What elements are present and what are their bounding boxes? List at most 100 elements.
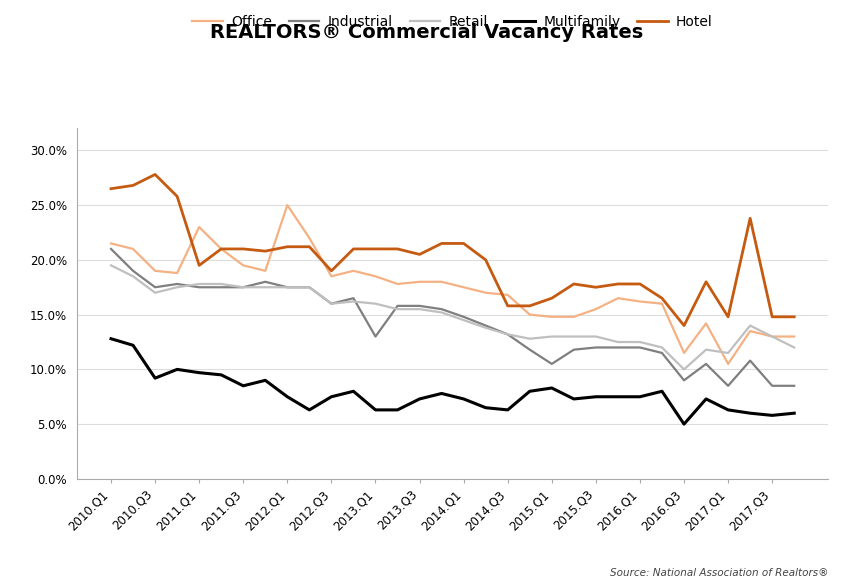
Hotel	[414, 251, 424, 258]
Multifamily	[128, 342, 138, 349]
Multifamily	[634, 393, 644, 400]
Retail	[304, 284, 314, 291]
Multifamily	[150, 375, 160, 382]
Multifamily	[568, 395, 578, 402]
Multifamily	[458, 395, 468, 402]
Industrial	[304, 284, 314, 291]
Industrial	[150, 284, 160, 291]
Retail	[370, 300, 380, 307]
Hotel	[216, 245, 226, 252]
Retail	[216, 280, 226, 287]
Industrial	[326, 300, 336, 307]
Multifamily	[678, 420, 688, 427]
Office	[502, 291, 513, 298]
Hotel	[590, 284, 601, 291]
Line: Multifamily: Multifamily	[111, 339, 793, 424]
Retail	[502, 331, 513, 338]
Retail	[656, 344, 666, 351]
Office	[370, 273, 380, 280]
Industrial	[414, 303, 424, 310]
Industrial	[194, 284, 204, 291]
Retail	[788, 344, 798, 351]
Hotel	[436, 240, 446, 247]
Hotel	[612, 280, 623, 287]
Industrial	[480, 322, 490, 329]
Multifamily	[326, 393, 336, 400]
Retail	[700, 346, 711, 353]
Multifamily	[392, 406, 402, 413]
Office	[414, 279, 424, 286]
Hotel	[348, 245, 358, 252]
Office	[238, 262, 248, 269]
Office	[304, 235, 314, 242]
Hotel	[634, 280, 644, 287]
Industrial	[260, 279, 270, 286]
Office	[348, 267, 358, 274]
Retail	[414, 305, 424, 312]
Industrial	[128, 267, 138, 274]
Industrial	[436, 305, 446, 312]
Retail	[678, 366, 688, 373]
Retail	[150, 289, 160, 296]
Multifamily	[194, 369, 204, 376]
Retail	[458, 317, 468, 324]
Retail	[392, 305, 402, 312]
Multifamily	[656, 388, 666, 395]
Industrial	[370, 333, 380, 340]
Office	[656, 300, 666, 307]
Hotel	[281, 244, 292, 251]
Multifamily	[524, 388, 534, 395]
Hotel	[568, 280, 578, 287]
Multifamily	[216, 371, 226, 378]
Retail	[106, 262, 116, 269]
Multifamily	[502, 406, 513, 413]
Industrial	[634, 344, 644, 351]
Retail	[524, 335, 534, 342]
Multifamily	[788, 410, 798, 417]
Office	[128, 245, 138, 252]
Retail	[171, 284, 182, 291]
Multifamily	[744, 410, 754, 417]
Hotel	[766, 313, 776, 320]
Office	[150, 267, 160, 274]
Hotel	[194, 262, 204, 269]
Multifamily	[590, 393, 601, 400]
Hotel	[150, 171, 160, 178]
Industrial	[678, 377, 688, 384]
Hotel	[326, 267, 336, 274]
Industrial	[216, 284, 226, 291]
Office	[678, 349, 688, 356]
Text: REALTORS® Commercial Vacancy Rates: REALTORS® Commercial Vacancy Rates	[210, 23, 643, 43]
Multifamily	[281, 393, 292, 400]
Retail	[634, 339, 644, 346]
Multifamily	[700, 395, 711, 402]
Hotel	[524, 303, 534, 310]
Retail	[612, 339, 623, 346]
Office	[194, 224, 204, 231]
Hotel	[128, 182, 138, 189]
Industrial	[546, 360, 556, 367]
Retail	[546, 333, 556, 340]
Hotel	[546, 295, 556, 302]
Retail	[194, 280, 204, 287]
Office	[436, 279, 446, 286]
Hotel	[722, 313, 733, 320]
Office	[171, 270, 182, 277]
Multifamily	[722, 406, 733, 413]
Industrial	[392, 303, 402, 310]
Office	[722, 360, 733, 367]
Multifamily	[766, 412, 776, 419]
Line: Industrial: Industrial	[111, 249, 793, 386]
Industrial	[106, 245, 116, 252]
Hotel	[304, 244, 314, 251]
Industrial	[788, 383, 798, 390]
Multifamily	[370, 406, 380, 413]
Office	[260, 267, 270, 274]
Retail	[480, 324, 490, 331]
Multifamily	[414, 395, 424, 402]
Hotel	[678, 322, 688, 329]
Industrial	[568, 346, 578, 353]
Office	[700, 320, 711, 327]
Hotel	[744, 215, 754, 222]
Industrial	[502, 331, 513, 338]
